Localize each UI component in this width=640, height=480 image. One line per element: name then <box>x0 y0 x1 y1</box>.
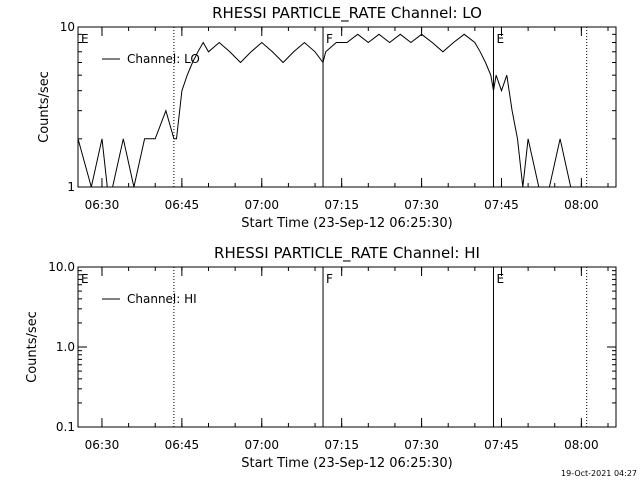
x-tick-label: 07:30 <box>404 198 439 212</box>
x-tick-label: 07:15 <box>324 438 359 452</box>
chart-title: RHESSI PARTICLE_RATE Channel: LO <box>212 4 482 23</box>
x-tick-label: 06:45 <box>165 198 200 212</box>
series-line <box>78 33 614 187</box>
y-tick-label: 10.0 <box>48 260 75 274</box>
event-marker-label: F <box>326 272 333 286</box>
x-tick-label: 07:00 <box>244 198 279 212</box>
x-tick-label: 07:45 <box>484 198 519 212</box>
lo-channel-panel: RHESSI PARTICLE_RATE Channel: LO Start Ti… <box>37 4 617 231</box>
y-axis-label: Counts/sec <box>37 71 52 143</box>
x-tick-label: 08:00 <box>564 438 599 452</box>
event-marker-label: E <box>81 32 89 46</box>
event-marker-label: E <box>81 272 89 286</box>
x-axis-label: Start Time (23-Sep-12 06:25:30) <box>241 456 452 471</box>
y-axis-label: Counts/sec <box>25 311 40 383</box>
plot-frame <box>77 266 617 428</box>
chart-title: RHESSI PARTICLE_RATE Channel: HI <box>214 244 480 263</box>
x-tick-label: 07:30 <box>404 438 439 452</box>
event-marker-label: E <box>496 272 504 286</box>
y-tick-label: 1.0 <box>56 340 75 354</box>
event-marker-label: F <box>326 32 333 46</box>
x-tick-label: 06:45 <box>165 438 200 452</box>
hi-channel-panel: RHESSI PARTICLE_RATE Channel: HI Start Ti… <box>25 244 617 471</box>
y-tick-label: 1 <box>67 180 75 194</box>
x-tick-label: 08:00 <box>564 198 599 212</box>
y-tick-label: 10 <box>60 20 75 34</box>
x-tick-label: 07:15 <box>324 198 359 212</box>
legend-label: Channel: LO <box>127 52 200 66</box>
x-tick-label: 06:30 <box>85 198 120 212</box>
x-tick-label: 07:45 <box>484 438 519 452</box>
x-tick-label: 07:00 <box>244 438 279 452</box>
event-marker-label: E <box>496 32 504 46</box>
x-tick-label: 06:30 <box>85 438 120 452</box>
footer-timestamp: 19-Oct-2021 04:27 <box>561 469 637 478</box>
plot-frame <box>77 26 617 188</box>
x-axis-label: Start Time (23-Sep-12 06:25:30) <box>241 216 452 231</box>
legend-label: Channel: HI <box>127 292 197 306</box>
y-tick-label: 0.1 <box>56 420 75 434</box>
